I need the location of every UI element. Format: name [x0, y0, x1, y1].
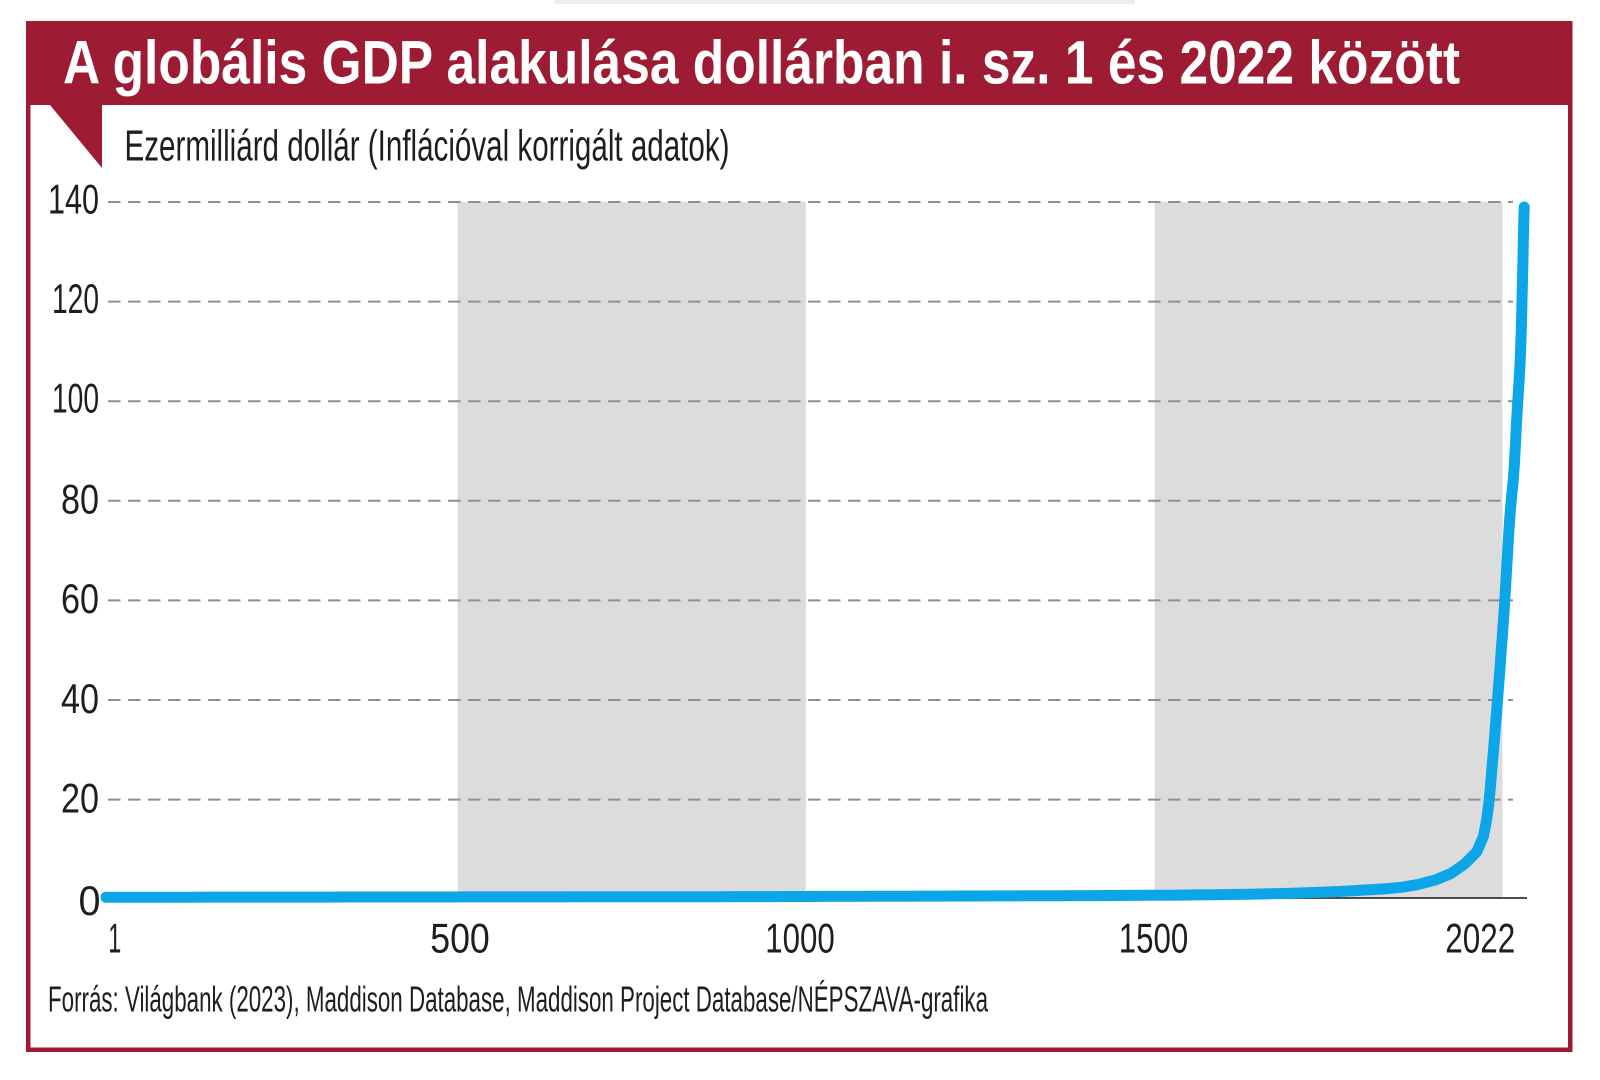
svg-text:60: 60: [61, 575, 99, 622]
svg-text:20: 20: [61, 774, 99, 821]
svg-text:Forrás: Világbank (2023), Madd: Forrás: Világbank (2023), Maddison Datab…: [48, 979, 989, 1020]
svg-text:1000: 1000: [765, 915, 835, 962]
svg-text:80: 80: [61, 476, 99, 523]
svg-text:140: 140: [48, 175, 99, 222]
svg-text:100: 100: [52, 375, 99, 422]
svg-text:40: 40: [61, 675, 99, 722]
svg-text:1: 1: [108, 915, 121, 962]
svg-text:0: 0: [79, 877, 101, 924]
svg-text:A globális GDP alakulása dollá: A globális GDP alakulása dollárban i. sz…: [63, 29, 1460, 98]
svg-text:1500: 1500: [1119, 915, 1189, 962]
svg-text:Ezermilliárd dollár (Inflációv: Ezermilliárd dollár (Inflációval korrigá…: [125, 123, 730, 171]
svg-text:2022: 2022: [1445, 915, 1515, 962]
svg-text:500: 500: [430, 915, 490, 962]
svg-text:120: 120: [52, 275, 99, 322]
